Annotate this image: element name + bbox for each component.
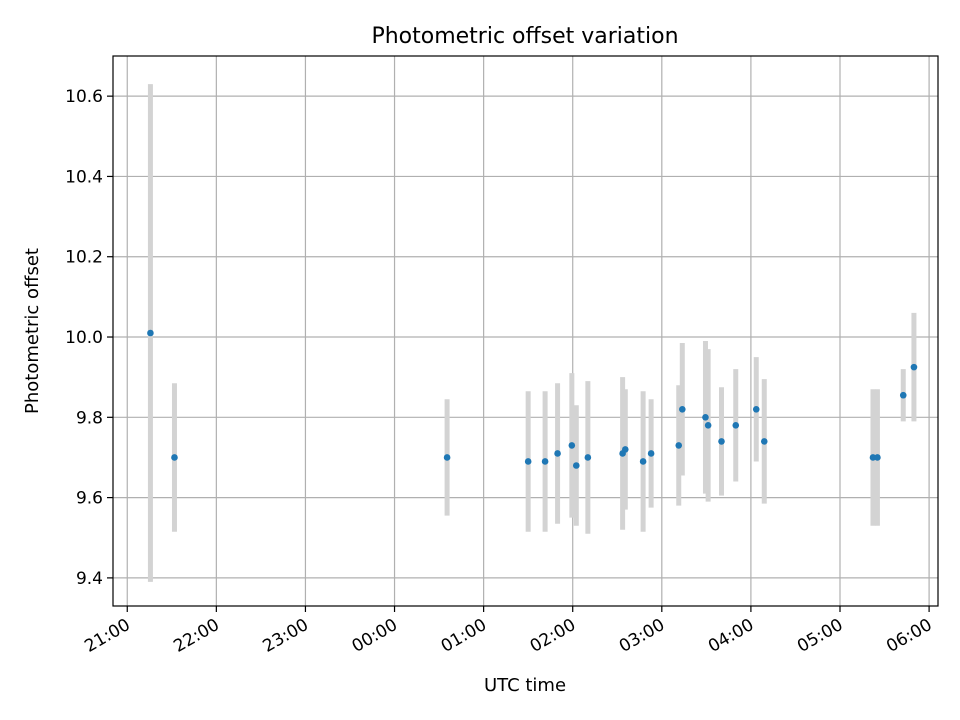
- grid-lines: [113, 56, 938, 606]
- x-tick-label: 01:00: [438, 615, 490, 657]
- plot-frame: [112, 55, 939, 607]
- error-bars: [147, 84, 917, 582]
- y-tick-label: 9.6: [76, 489, 103, 509]
- y-tick-label: 9.4: [76, 569, 103, 589]
- chart-title: Photometric offset variation: [371, 24, 678, 49]
- data-point: [554, 450, 561, 457]
- data-point: [147, 329, 154, 337]
- data-point: [443, 454, 451, 461]
- data-point: [718, 438, 725, 445]
- data-point: [910, 363, 918, 371]
- x-axis-label: UTC time: [484, 675, 566, 696]
- data-points: [147, 329, 918, 469]
- y-tick-label: 10.6: [65, 87, 103, 107]
- data-point: [760, 438, 768, 445]
- data-point: [647, 450, 655, 457]
- x-tick-label: 22:00: [170, 615, 222, 657]
- data-point: [584, 454, 592, 461]
- data-point: [524, 458, 532, 465]
- y-tick-label: 9.8: [76, 408, 103, 428]
- x-tick-label: 02:00: [527, 615, 579, 657]
- x-tick-label: 00:00: [349, 615, 401, 657]
- data-point: [702, 414, 709, 421]
- y-tick-label: 10.0: [65, 328, 103, 348]
- data-point: [679, 405, 686, 413]
- y-tick-label: 10.4: [65, 167, 103, 187]
- x-tick-label: 04:00: [705, 615, 757, 657]
- data-point: [171, 454, 178, 461]
- x-tick-label: 23:00: [260, 615, 312, 657]
- y-tick-label: 10.2: [65, 248, 103, 268]
- data-point: [874, 454, 881, 461]
- x-tick-label: 05:00: [794, 615, 846, 657]
- y-axis-ticks: 9.4 9.6 9.8 10.0 10.2 10.4 10.6: [65, 87, 113, 589]
- data-point: [541, 458, 549, 465]
- data-point: [621, 446, 629, 453]
- x-tick-label: 06:00: [883, 615, 935, 657]
- data-point: [704, 422, 712, 429]
- data-point: [752, 405, 760, 413]
- data-point: [675, 442, 683, 449]
- y-axis-label: Photometric offset: [22, 248, 43, 414]
- data-point: [732, 422, 740, 429]
- data-point: [639, 458, 647, 465]
- data-point: [568, 442, 576, 449]
- x-tick-label: 21:00: [81, 615, 133, 657]
- data-point: [899, 391, 907, 399]
- x-axis-ticks: 21:00 22:00 23:00 00:00 01:00 02:00 03:00 04:00…: [81, 606, 936, 657]
- data-point: [572, 462, 580, 469]
- x-tick-label: 03:00: [616, 615, 668, 657]
